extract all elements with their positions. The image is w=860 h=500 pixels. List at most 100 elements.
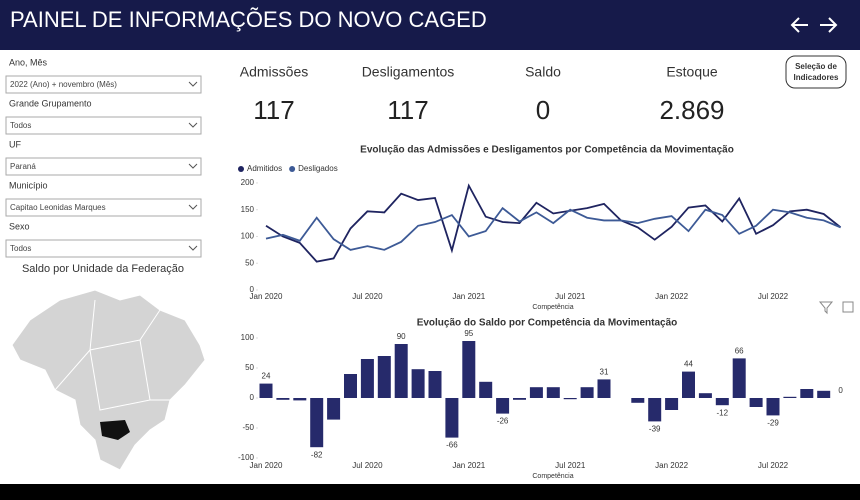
line-series [265,206,841,251]
legend-label: Admitidos [247,164,282,173]
filter-label: Ano, Mês [9,57,48,67]
x-tick-label: Jan 2022 [655,461,688,470]
filter-value: Paraná [10,162,36,171]
bar [648,398,662,422]
y-tick-label: 0 [250,285,255,294]
kpi-label: Desligamentos [362,64,455,80]
map-title: Saldo por Unidade da Federação [22,263,184,275]
kpi-label: Admissões [240,64,308,80]
filter-value: Todos [10,244,31,253]
parana [100,420,130,440]
bar [479,381,493,398]
bar [445,398,459,438]
bar [344,374,357,398]
line-series [265,183,842,263]
kpi-value: 2.869 [659,95,724,125]
y-tick-label: 150 [241,205,255,214]
bar [665,398,679,410]
y-tick-label: 50 [245,258,254,267]
y-tick-label: -100 [238,453,255,462]
button-label[interactable]: Seleção de Indicadores [794,62,839,82]
bar [800,389,814,398]
dropdown-arrow [188,245,198,251]
kpi-label: Saldo [525,64,561,80]
data-label: 44 [684,360,693,369]
y-tick-label: 200 [241,178,255,187]
bar [411,369,425,398]
bar [529,387,543,398]
filter-dropdown[interactable] [5,157,202,176]
bar [682,371,695,398]
bar [310,398,324,448]
filter-label: Grande Grupamento [9,98,92,108]
filter-dropdown[interactable] [5,116,202,135]
data-label: -66 [446,441,458,450]
chart-title: Evolução das Admissões e Desligamentos p… [360,145,734,156]
x-tick-label: Jan 2021 [452,461,485,470]
legend-marker [238,166,244,172]
y-tick-label: 0 [250,393,255,402]
bar [715,398,729,406]
data-label: -39 [649,425,661,434]
kpi-label: Estoque [666,64,718,80]
filter-label: Sexo [9,221,30,231]
data-label: -82 [311,450,323,459]
kpi-value: 0 [536,95,550,125]
legend-label: Desligados [298,164,338,173]
data-label: 31 [600,368,609,377]
data-label: 24 [262,372,271,381]
nav-arrows[interactable] [790,17,838,33]
bar [732,358,746,398]
x-tick-label: Jul 2021 [555,461,586,470]
data-label: -26 [497,417,509,426]
x-tick-label: Jan 2021 [452,292,485,301]
indicator-button[interactable] [785,55,847,89]
y-tick-label: 100 [241,333,255,342]
bar [546,387,560,398]
kpi-value: 117 [387,95,428,125]
filter-dropdown[interactable] [5,198,202,217]
bar [580,387,594,398]
bar [327,398,341,420]
x-axis-title: Competência [532,304,573,311]
kpi-value: 117 [253,95,294,125]
bar [276,398,290,400]
filter-dropdown[interactable] [5,75,202,94]
x-tick-label: Jan 2020 [250,461,283,470]
data-label: 95 [464,329,473,338]
footer-bar [0,484,860,500]
filter-label: Município [9,180,48,190]
x-tick-label: Jan 2022 [655,292,688,301]
bar [462,341,476,398]
header-title: PAINEL DE INFORMAÇÕES DO NOVO CAGED [10,7,487,32]
bar [766,398,780,416]
bar [428,371,442,398]
x-tick-label: Jul 2020 [352,461,383,470]
visual-icons[interactable] [818,301,854,315]
bar [563,398,577,400]
map [11,289,206,471]
header-bar [0,0,860,50]
y-tick-label: -50 [242,423,254,432]
y-tick-label: 50 [245,363,254,372]
legend-marker [289,166,296,172]
x-tick-label: Jul 2022 [758,461,789,470]
bar [698,393,712,398]
bar [293,398,307,401]
bar [513,398,526,400]
bar [597,379,611,398]
filter-value: Todos [10,121,31,130]
filter-value: 2022 (Ano) + novembro (Mês) [10,80,117,89]
bar [394,344,408,398]
bar [360,359,374,398]
dropdown-arrow [188,122,198,128]
x-axis-title: Competência [532,473,573,480]
bar [817,390,831,398]
data-label: -12 [717,408,729,417]
filter-dropdown[interactable] [5,239,202,258]
dropdown-arrow [188,163,198,169]
data-label: 66 [735,347,744,356]
bar [749,398,763,407]
chart-title: Evolução do Saldo por Competência da Mov… [417,318,678,329]
